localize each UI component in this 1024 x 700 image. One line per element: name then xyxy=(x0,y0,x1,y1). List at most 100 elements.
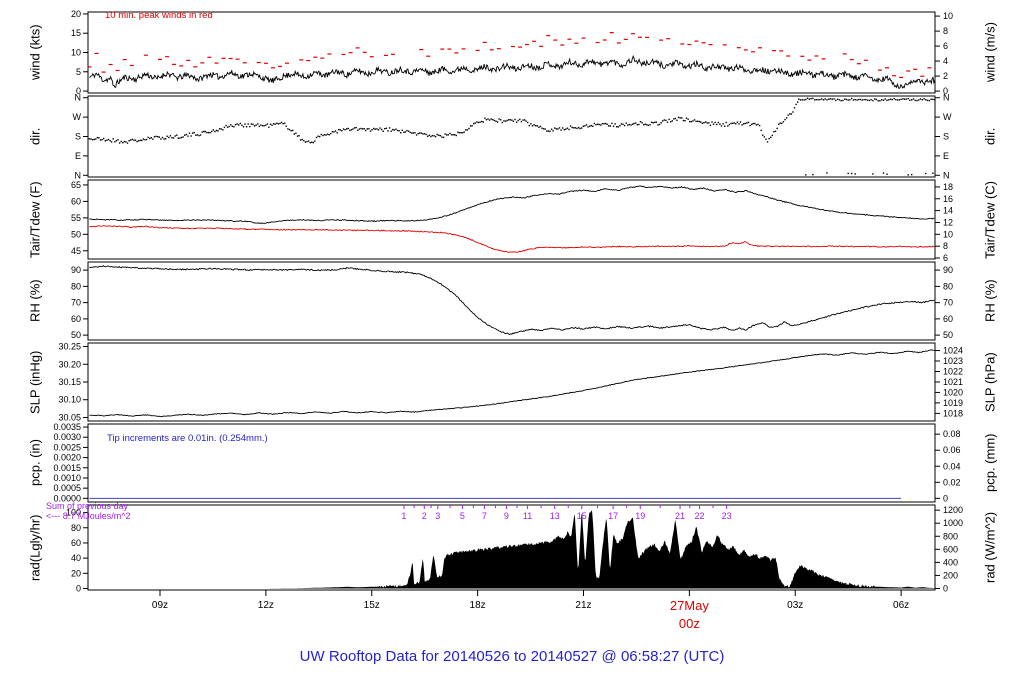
y-axis-title-rad-right: rad (W/m^2) xyxy=(982,511,998,584)
series-wind-direction xyxy=(293,133,295,135)
series-wind-direction xyxy=(496,121,499,123)
y-tick-label: 1000 xyxy=(943,518,963,528)
series-wind-direction xyxy=(681,117,683,119)
x-tick-label: 21z xyxy=(575,600,591,611)
series-wind-direction xyxy=(222,129,224,131)
series-wind-direction xyxy=(703,122,705,124)
series-wind-direction-north xyxy=(902,98,904,100)
series-wind-direction xyxy=(542,128,545,130)
series-wind-direction xyxy=(433,135,435,137)
y-tick-label: 5 xyxy=(76,67,81,77)
series-wind-direction xyxy=(589,125,591,127)
series-wind-direction xyxy=(366,128,368,130)
series-wind-direction-north xyxy=(865,98,867,101)
series-wind-direction xyxy=(444,133,446,135)
series-wind-direction xyxy=(692,120,694,122)
series-wind-direction xyxy=(395,128,397,130)
series-wind-direction xyxy=(168,136,170,139)
series-wind-direction xyxy=(595,124,597,126)
series-wind-direction xyxy=(485,119,488,121)
series-wind-direction xyxy=(465,129,467,131)
series-wind-direction xyxy=(442,136,445,139)
series-wind-direction xyxy=(590,124,592,127)
series-wind-direction xyxy=(477,121,480,124)
series-wind-direction-north xyxy=(889,98,892,100)
series-wind-direction-north xyxy=(819,98,821,101)
y-axis-title-pcp-right: pcp. (mm) xyxy=(982,433,998,493)
series-wind-direction xyxy=(242,126,245,128)
series-wind-direction-north-low xyxy=(851,172,853,175)
series-wind-direction-north xyxy=(870,99,872,101)
y-tick-label: S xyxy=(943,132,949,142)
series-wind-direction xyxy=(160,138,162,140)
x-tick-label: 09z xyxy=(152,600,168,611)
series-wind-direction-north xyxy=(886,99,888,101)
series-wind-direction xyxy=(298,135,300,137)
series-wind-direction xyxy=(358,128,361,130)
series-wind-direction xyxy=(600,124,602,126)
series-wind-direction xyxy=(785,117,788,119)
series-wind-direction xyxy=(474,122,476,124)
series-wind-direction xyxy=(506,119,508,122)
series-wind-direction xyxy=(234,124,237,126)
series-wind-direction xyxy=(341,130,343,132)
series-wind-direction xyxy=(657,124,659,126)
series-wind-direction-north xyxy=(933,99,936,101)
rad-sum-annotation-line1: Sum of previous day xyxy=(46,501,129,511)
series-wind-direction xyxy=(123,140,126,143)
y-tick-label: 1018 xyxy=(943,408,963,418)
y-tick-label: N xyxy=(75,93,82,103)
y-tick-label: 16 xyxy=(943,194,953,204)
series-wind-direction xyxy=(665,119,667,122)
series-wind-direction xyxy=(458,132,461,134)
series-wind-direction xyxy=(565,128,567,130)
series-wind-direction xyxy=(115,140,118,142)
series-wind-direction xyxy=(368,128,370,130)
series-wind-direction xyxy=(763,136,766,138)
series-wind-direction xyxy=(349,129,351,132)
series-wind-direction xyxy=(687,118,689,120)
panel-border-tair-tdew xyxy=(87,179,936,260)
y-tick-label: 60 xyxy=(71,196,81,206)
series-wind-direction-north xyxy=(895,98,897,101)
series-wind-direction xyxy=(371,128,373,131)
series-wind-direction xyxy=(557,128,559,130)
series-wind-direction xyxy=(249,125,251,128)
y-tick-label: 1019 xyxy=(943,398,963,408)
series-wind-direction xyxy=(660,122,662,124)
series-wind-direction xyxy=(739,121,742,123)
rad-sum-tick-label: 2 xyxy=(422,511,427,521)
x-tick-label: 06z xyxy=(893,600,909,611)
y-tick-label: 0.0010 xyxy=(53,473,81,483)
series-wind-direction xyxy=(738,123,740,125)
series-wind-direction xyxy=(136,140,138,143)
series-wind-direction xyxy=(655,121,658,123)
series-wind-direction xyxy=(754,122,756,125)
series-wind-direction xyxy=(206,131,208,134)
panel-pcp: 0.00000.00050.00100.00150.00200.00250.00… xyxy=(53,422,960,503)
series-wind-direction xyxy=(768,137,770,140)
series-wind-direction xyxy=(779,122,781,124)
series-wind-direction xyxy=(118,142,121,144)
series-wind-direction-north xyxy=(817,99,819,101)
series-wind-direction xyxy=(374,128,376,130)
y-tick-label: 12 xyxy=(943,217,953,227)
series-wind-direction xyxy=(257,123,259,125)
series-wind-direction xyxy=(684,120,686,122)
y-tick-label: 0.06 xyxy=(943,445,961,455)
series-wind-direction xyxy=(679,117,681,119)
series-wind-direction-north xyxy=(845,98,848,101)
series-wind-direction-north xyxy=(810,97,812,100)
series-wind-direction xyxy=(787,114,789,116)
panel-rh: 50 60 70 80 90 50 60 70 80 90 xyxy=(71,261,953,341)
series-wind-direction xyxy=(741,124,743,126)
series-wind-direction xyxy=(390,130,392,132)
rad-sum-tick-label: 1 xyxy=(401,511,406,521)
y-tick-label: 0.02 xyxy=(943,477,961,487)
series-wind-direction xyxy=(401,129,403,131)
y-tick-label: 1023 xyxy=(943,356,963,366)
series-wind-direction xyxy=(673,118,675,120)
x-tick-label: 18z xyxy=(470,600,486,611)
series-wind-direction xyxy=(596,123,599,125)
series-wind-direction-north xyxy=(900,98,902,101)
